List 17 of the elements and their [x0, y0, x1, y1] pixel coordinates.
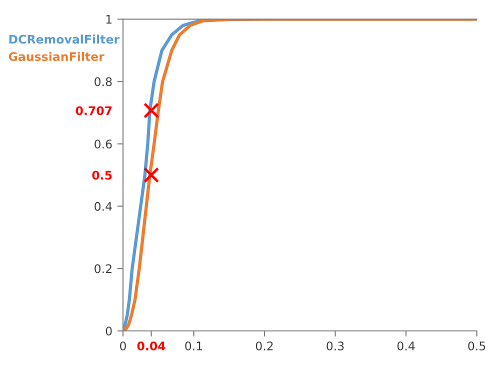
y-tick-label: 0: [106, 326, 112, 336]
x-tick-label: 0: [120, 342, 126, 350]
y-tick-label: 0.4: [94, 202, 112, 211]
x-tick-label: 0.3: [326, 342, 344, 350]
y-tick-label: 0.2: [94, 264, 112, 274]
text: DCRemovalFilter: [9, 34, 120, 44]
x-tick-label: 0.5: [468, 342, 486, 350]
text: GaussianFilter: [8, 52, 104, 62]
y-tick-label: 0.707: [76, 106, 112, 116]
y-tick-label: 0.6: [94, 140, 112, 149]
y-tick-label: 1: [106, 15, 112, 24]
x-tick-label: 0.4: [397, 342, 415, 350]
y-tick-label: 0.5: [92, 170, 112, 180]
x-tick-label: 0.2: [256, 342, 273, 350]
y-tick-label: 0.8: [94, 77, 112, 86]
x-tick-label: 0.1: [185, 342, 202, 350]
x-tick-label: 0.04: [137, 342, 166, 350]
